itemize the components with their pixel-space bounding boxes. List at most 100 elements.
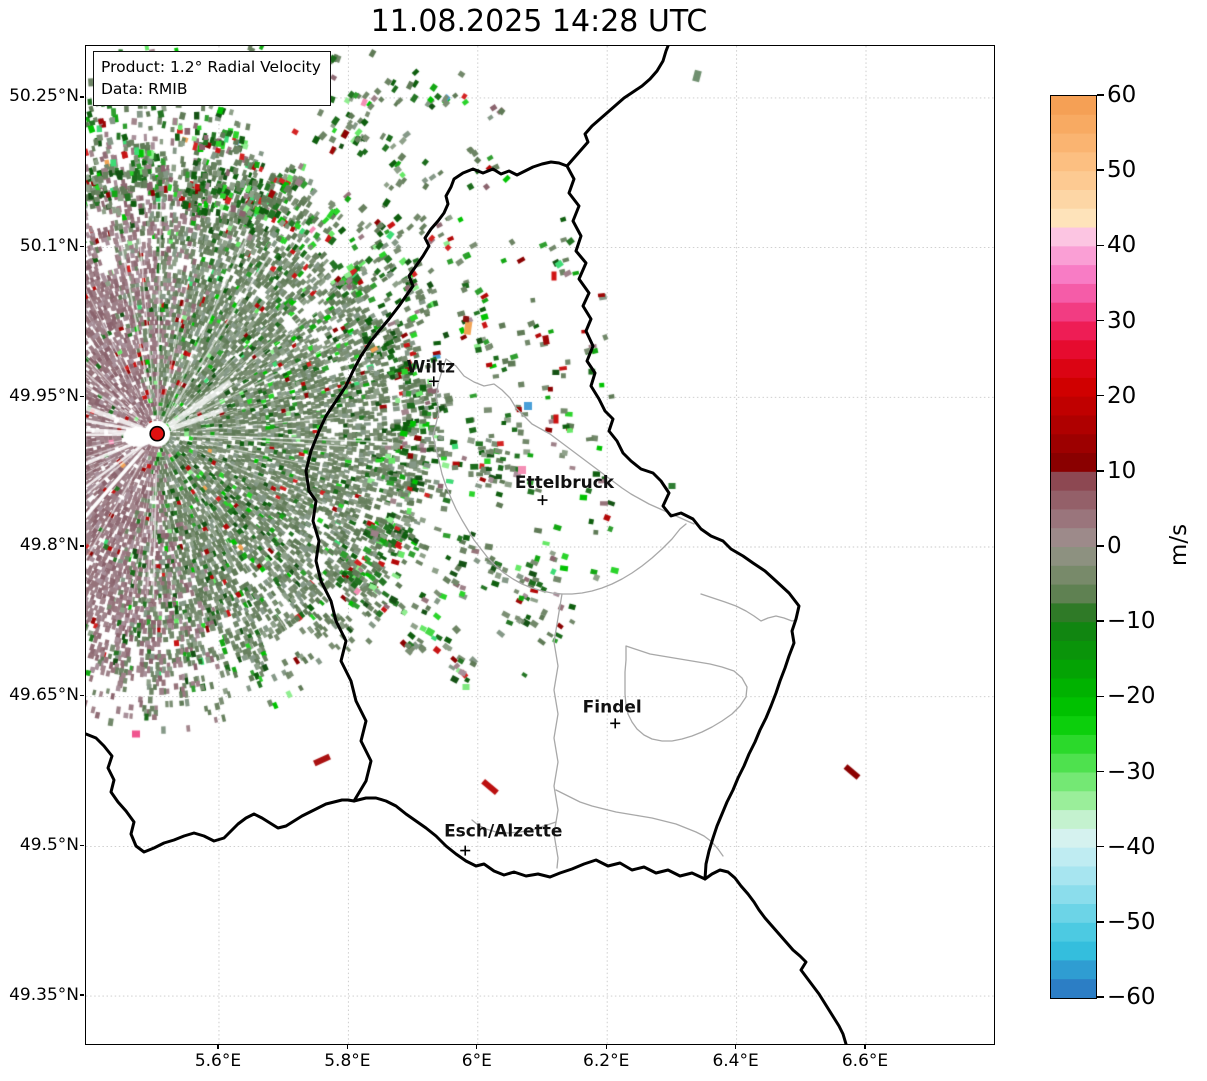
x-tick-label: 6°E	[461, 1051, 492, 1071]
colorbar-tick-label: −40	[1107, 833, 1156, 860]
colorbar-band	[1051, 810, 1096, 830]
city-marker-icon	[610, 718, 621, 729]
colorbar-band	[1051, 885, 1096, 905]
colorbar-band	[1051, 208, 1096, 229]
radar-data-canvas	[86, 46, 994, 1044]
colorbar-tick-label: 40	[1107, 232, 1137, 259]
y-tick-label: 50.25°N	[9, 86, 79, 107]
colorbar-tick-label: 30	[1107, 307, 1137, 334]
country-border-france-belgium	[86, 732, 356, 854]
colorbar-tick-label: −30	[1107, 758, 1156, 785]
y-tick-label: 49.8°N	[19, 535, 79, 556]
colorbar-tick-label: 50	[1107, 157, 1137, 184]
y-tick-mark	[80, 545, 84, 547]
colorbar-band	[1051, 96, 1096, 116]
colorbar-band	[1051, 603, 1096, 623]
colorbar-band	[1051, 133, 1096, 153]
colorbar-band	[1051, 979, 1096, 999]
x-tick-label: 5.8°E	[324, 1051, 371, 1071]
colorbar-band	[1051, 659, 1096, 680]
colorbar-band	[1051, 622, 1096, 642]
y-tick-mark	[80, 245, 84, 248]
y-tick-mark	[80, 96, 84, 98]
country-border-belgium-germany	[565, 46, 670, 168]
radar-site-marker	[149, 425, 165, 442]
colorbar-band	[1051, 584, 1096, 604]
colorbar-tick-mark	[1097, 921, 1104, 923]
district-border	[553, 593, 563, 869]
district-border	[471, 819, 557, 834]
colorbar-tick-mark	[1097, 169, 1104, 171]
colorbar-band	[1051, 734, 1096, 755]
colorbar-tick-label: 60	[1107, 82, 1137, 108]
colorbar-band	[1051, 152, 1096, 172]
colorbar-band	[1051, 359, 1096, 379]
colorbar-band	[1051, 791, 1096, 811]
map-overlay-layer: Wiltz Ettelbruck Findel Esch/Alzette	[86, 46, 848, 1044]
colorbar-band	[1051, 509, 1096, 529]
y-tick-label: 49.65°N	[9, 685, 79, 706]
colorbar-tick-label: 10	[1107, 457, 1137, 484]
colorbar-tick-label: −10	[1107, 608, 1156, 635]
colorbar-band	[1051, 471, 1096, 492]
colorbar-band	[1051, 283, 1096, 304]
x-tick-mark	[476, 1044, 478, 1049]
colorbar-tick-label: −50	[1107, 908, 1156, 935]
colorbar-band	[1051, 716, 1096, 736]
colorbar-band	[1051, 528, 1096, 548]
colorbar-tick-mark	[1097, 996, 1104, 998]
x-tick-label: 6.6°E	[841, 1051, 889, 1071]
y-tick-mark	[80, 695, 84, 697]
colorbar-band	[1051, 171, 1096, 191]
colorbar-band	[1051, 866, 1096, 886]
colorbar-bands	[1051, 96, 1096, 999]
y-tick-label: 49.5°N	[19, 834, 79, 855]
colorbar-band	[1051, 340, 1096, 360]
colorbar-band	[1051, 904, 1096, 924]
colorbar-band	[1051, 321, 1096, 341]
district-border	[432, 358, 687, 595]
colorbar-tick-label: 20	[1107, 382, 1137, 409]
colorbar-unit-label: m/s	[1166, 523, 1192, 567]
colorbar-tick-label: −60	[1107, 984, 1156, 1010]
y-tick-mark	[80, 395, 84, 397]
x-tick-mark	[346, 1044, 349, 1049]
colorbar-band	[1051, 640, 1096, 661]
district-border	[624, 645, 748, 742]
colorbar-band	[1051, 941, 1096, 962]
x-tick-label: 5.6°E	[194, 1051, 242, 1071]
district-border	[700, 593, 797, 622]
colorbar-band	[1051, 547, 1096, 567]
colorbar-band	[1051, 960, 1096, 980]
colorbar-band	[1051, 847, 1096, 868]
colorbar	[1050, 95, 1097, 999]
x-tick-mark	[864, 1044, 866, 1049]
x-tick-label: 6.2°E	[583, 1051, 630, 1071]
city-marker-icon	[537, 495, 548, 506]
x-tick-mark	[605, 1044, 607, 1049]
colorbar-tick-mark	[1097, 545, 1104, 547]
colorbar-tick-label: −20	[1107, 683, 1156, 710]
district-border	[445, 358, 695, 525]
x-tick-mark	[217, 1044, 219, 1049]
map-plot-area: Wiltz Ettelbruck Findel Esch/Alzette	[85, 45, 995, 1045]
product-info-line2: Data: RMIB	[101, 80, 188, 98]
colorbar-band	[1051, 678, 1096, 698]
y-tick-label: 49.35°N	[9, 984, 79, 1005]
colorbar-tick-mark	[1097, 470, 1104, 472]
city-label: Esch/Alzette	[444, 822, 562, 842]
x-tick-mark	[735, 1044, 737, 1049]
colorbar-tick-mark	[1097, 394, 1104, 397]
city-label: Findel	[583, 697, 642, 717]
colorbar-band	[1051, 565, 1096, 586]
colorbar-tick-mark	[1097, 845, 1104, 848]
colorbar-band	[1051, 114, 1096, 135]
colorbar-band	[1051, 434, 1096, 454]
y-tick-mark	[80, 844, 84, 847]
colorbar-band	[1051, 772, 1096, 792]
country-border-luxembourg	[304, 160, 801, 881]
y-tick-label: 49.95°N	[9, 385, 79, 406]
colorbar-tick-mark	[1097, 770, 1104, 773]
colorbar-tick-mark	[1097, 94, 1104, 96]
